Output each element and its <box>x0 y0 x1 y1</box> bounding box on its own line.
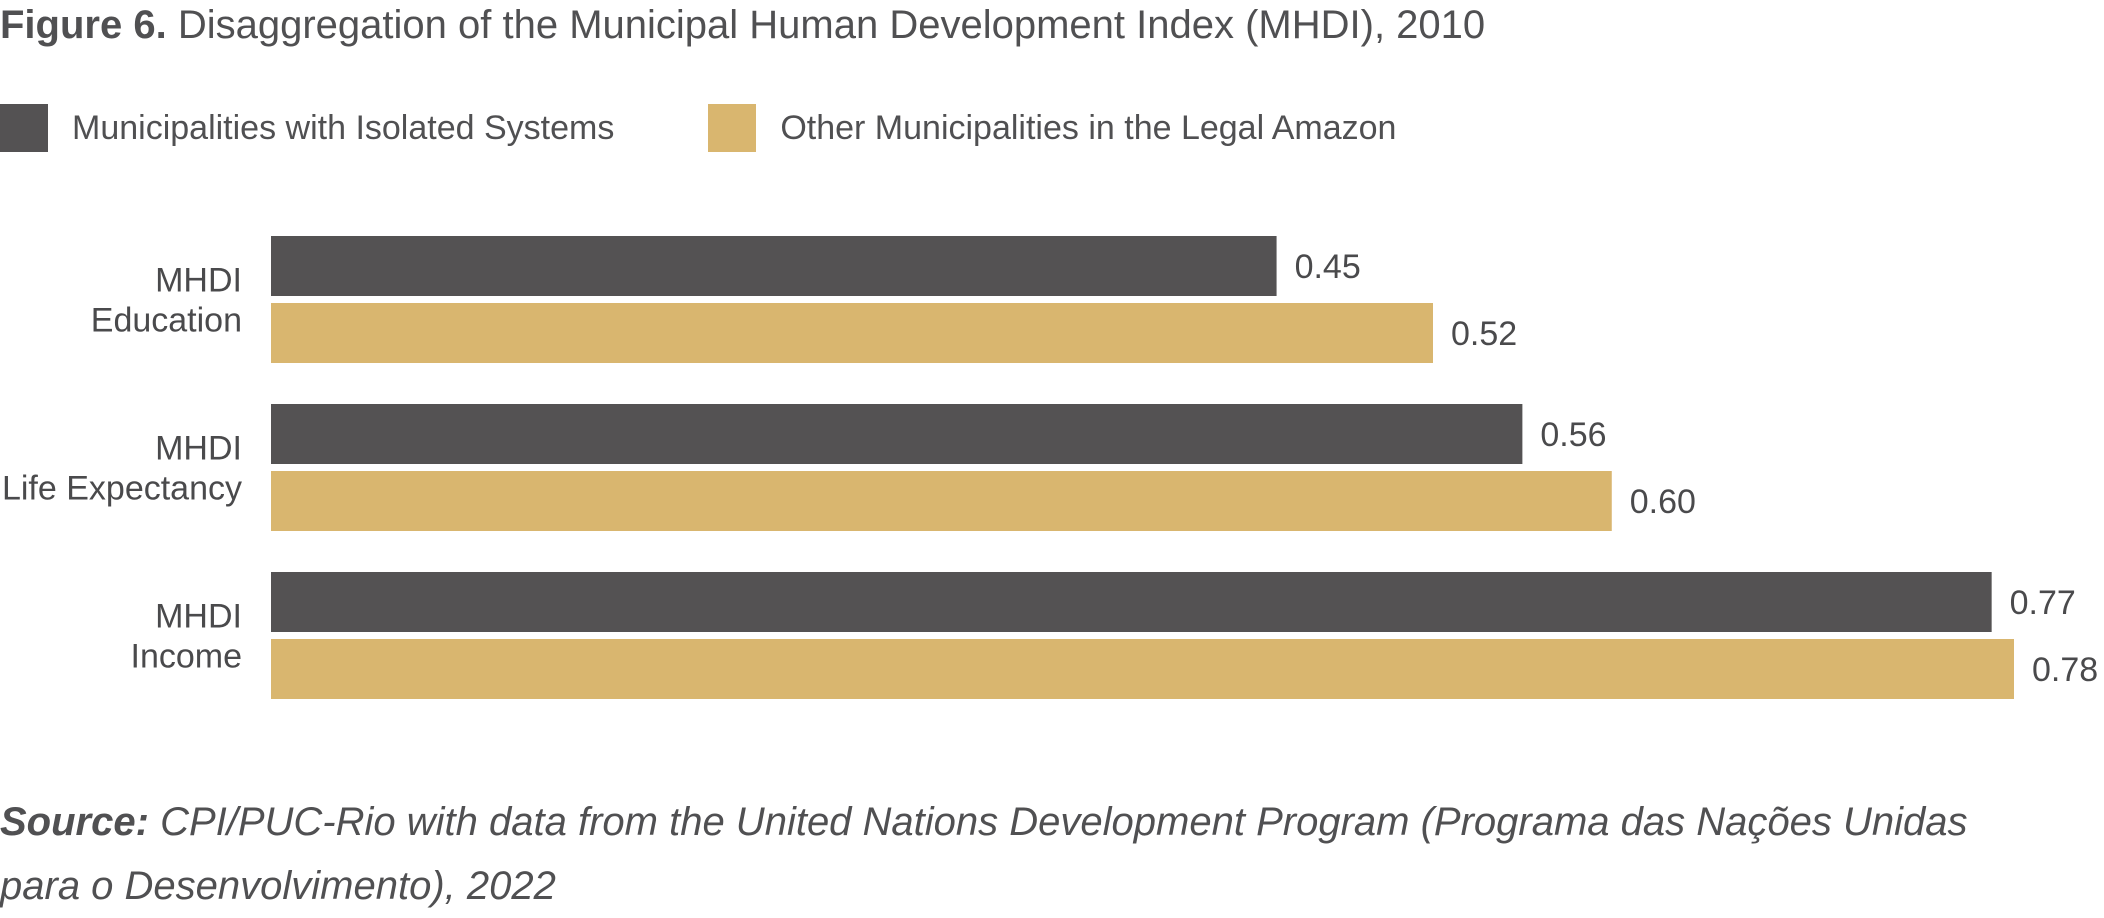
bar-group: 0.45 0.52 <box>271 236 1517 363</box>
data-label: 0.77 <box>2010 584 2076 622</box>
legend-swatch-isolated-systems <box>0 104 48 152</box>
bar <box>271 572 1992 632</box>
legend-label-other-municipalities: Other Municipalities in the Legal Amazon <box>780 108 1397 147</box>
source-prefix: Source: <box>0 800 149 844</box>
bar <box>271 639 2014 699</box>
category-label: MHDI <box>155 430 242 468</box>
bar-group: 0.56 0.60 <box>271 404 1696 531</box>
source-text: CPI/PUC-Rio with data from the United Na… <box>0 800 1968 908</box>
figure-title: Disaggregation of the Municipal Human De… <box>177 3 1486 47</box>
legend-swatch-other-municipalities <box>708 104 757 152</box>
data-label: 0.45 <box>1295 248 1361 286</box>
legend-item-other-municipalities: Other Municipalities in the Legal Amazon <box>708 104 1396 152</box>
bar <box>271 303 1433 363</box>
category-label: MHDI <box>155 262 242 300</box>
legend-item-isolated-systems: Municipalities with Isolated Systems <box>0 104 614 152</box>
chart-title: Figure 6. Disaggregation of the Municipa… <box>0 0 1485 50</box>
category-label: MHDI <box>155 598 242 636</box>
bar <box>271 404 1523 464</box>
category-label: Life Expectancy <box>2 470 242 508</box>
data-label: 0.56 <box>1540 416 1606 454</box>
category-label: Income <box>131 638 243 676</box>
figure-number: Figure 6. <box>0 3 167 47</box>
chart-legend: Municipalities with Isolated Systems Oth… <box>0 104 1490 152</box>
category-label: Education <box>91 302 242 340</box>
bar <box>271 471 1612 531</box>
data-label: 0.52 <box>1451 315 1517 353</box>
bar-group: 0.77 0.78 <box>271 572 2098 699</box>
data-label: 0.78 <box>2032 651 2098 689</box>
legend-label-isolated-systems: Municipalities with Isolated Systems <box>72 108 615 147</box>
source-note: Source: CPI/PUC-Rio with data from the U… <box>0 790 2000 918</box>
data-label: 0.60 <box>1630 483 1696 521</box>
bar <box>271 236 1277 296</box>
